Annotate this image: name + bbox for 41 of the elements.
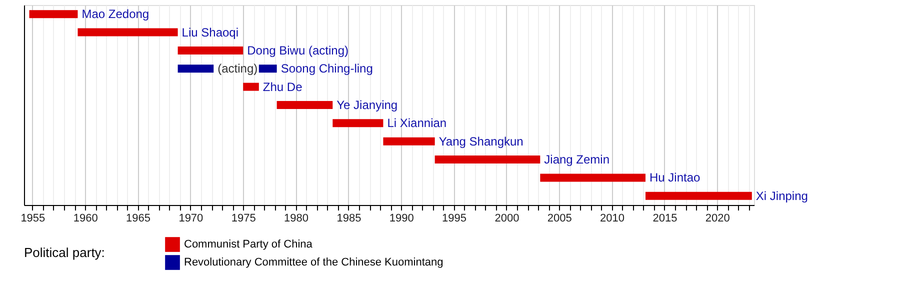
x-tick-label: 1960 <box>73 212 98 224</box>
y-tick-label: Liu Shaoqi <box>182 25 239 40</box>
x-tick-label: 1970 <box>178 212 204 224</box>
bar <box>646 192 752 200</box>
legend-title: Political party: <box>24 245 105 260</box>
y-tick-label: Soong Ching-ling <box>280 62 373 76</box>
y-tick-label: Dong Biwu (acting) <box>247 43 348 58</box>
y-tick-label: Mao Zedong <box>82 7 150 22</box>
x-tick-label: 1955 <box>20 212 46 224</box>
bar <box>276 101 333 109</box>
y-tick-label: Hu Jintao <box>650 170 701 185</box>
x-tick-label: 2020 <box>705 212 730 224</box>
x-tick-label: 1985 <box>336 212 362 224</box>
bar <box>258 64 277 73</box>
bar <box>383 137 435 146</box>
bar <box>178 46 244 54</box>
legend-label: Revolutionary Committee of the Chinese Kuomintang <box>184 256 444 268</box>
x-tick-label: 1995 <box>442 212 467 224</box>
y-tick-label: Xi Jinping <box>756 188 808 203</box>
legend-label: Communist Party of China <box>184 238 314 250</box>
bar <box>29 10 78 18</box>
y-tick-label: Ye Jianying <box>336 98 398 112</box>
y-tick-label: Jiang Zemin <box>544 152 610 167</box>
bar <box>540 174 646 182</box>
x-tick-label: 2010 <box>600 212 625 224</box>
y-tick-label: Li Xiannian <box>387 116 447 130</box>
bar <box>178 64 214 73</box>
bar <box>78 28 178 36</box>
bar <box>243 82 259 91</box>
x-tick-label: 2015 <box>652 212 678 224</box>
y-tick-label: Yang Shangkun <box>438 134 524 148</box>
x-tick-label: 1990 <box>389 212 414 224</box>
bar <box>332 119 384 128</box>
x-tick-label: 2005 <box>547 212 572 224</box>
bar <box>434 156 540 164</box>
y-tick-label: Zhu De <box>262 80 303 94</box>
annotation: (acting) <box>218 62 258 76</box>
x-tick-label: 2000 <box>494 212 520 224</box>
x-tick-label: 1965 <box>126 212 151 224</box>
x-tick-label: 1980 <box>284 212 309 224</box>
x-tick-label: 1975 <box>231 212 256 224</box>
